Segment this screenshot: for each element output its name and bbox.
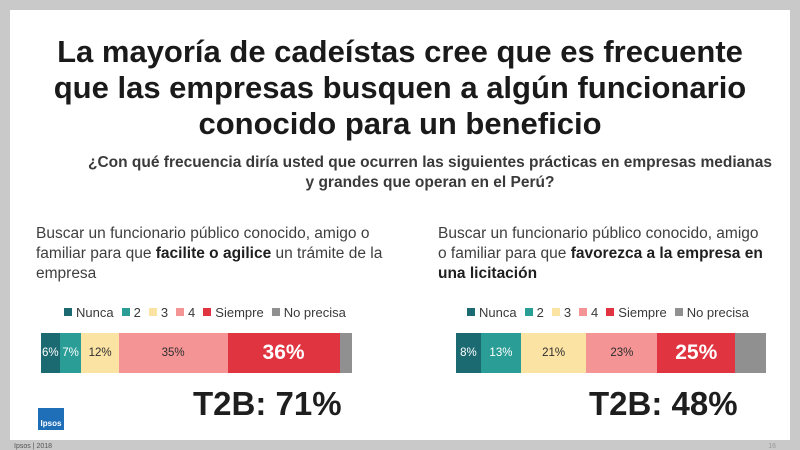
bar-segment xyxy=(734,333,766,373)
legend-swatch xyxy=(606,308,615,316)
legend-swatch xyxy=(524,308,533,316)
bar-segment: 12% xyxy=(81,333,119,373)
legend-right: Nunca 2 3 4 Siempre No precisa xyxy=(467,304,757,320)
bar-segment: 6% xyxy=(41,333,60,373)
legend-item: No precisa xyxy=(271,304,346,320)
legend-item: No precisa xyxy=(674,304,749,320)
legend-swatch xyxy=(203,308,212,316)
subtitle-line-1: ¿Con qué frecuencia diría usted que ocur… xyxy=(88,154,772,171)
legend-item: 4 xyxy=(579,305,598,320)
question-text-part: un trámite de la empresa xyxy=(36,245,383,282)
bar-segment: 8% xyxy=(456,333,481,373)
legend-label: No precisa xyxy=(283,304,346,320)
title-line-1: La mayoría de cadeístas cree que es frec… xyxy=(57,34,743,69)
legend-left: Nunca 2 3 4 Siempre No precisa xyxy=(64,304,354,320)
legend-swatch xyxy=(148,308,157,316)
legend-item: 3 xyxy=(551,304,572,320)
footer-text: Ipsos | 2018 xyxy=(14,443,53,450)
legend-item: Nunca xyxy=(467,305,517,320)
legend-swatch xyxy=(64,308,72,316)
question-left: Buscar un funcionario público conocido, … xyxy=(36,224,386,284)
t2b-right: T2B: 48% xyxy=(589,385,738,422)
bar-segment: 35% xyxy=(118,333,228,373)
title-line-2: que las empresas busquen a algún funcion… xyxy=(53,70,747,105)
question-text-part: favorezca a la empresa en una licitación xyxy=(438,245,763,282)
legend-swatch xyxy=(467,308,475,316)
slide-title: La mayoría de cadeístas cree que es frec… xyxy=(10,34,790,142)
stacked-bar-right: 8% 13% 21% 23% 25% xyxy=(456,333,766,373)
page-number: 16 xyxy=(768,443,776,450)
legend-swatch xyxy=(551,308,560,316)
legend-swatch xyxy=(271,308,280,316)
t2b-left: T2B: 71% xyxy=(193,385,342,422)
legend-label: 3 xyxy=(563,304,572,320)
bar-segment: 13% xyxy=(480,333,522,373)
legend-item: Siempre xyxy=(203,304,264,320)
bar-segment: 21% xyxy=(521,333,587,373)
legend-label: Siempre xyxy=(215,304,264,320)
ipsos-logo: Ipsos xyxy=(38,408,64,430)
bar-segment xyxy=(339,333,352,373)
subtitle-line-2: y grandes que operan en el Perú? xyxy=(305,174,555,191)
legend-label: 4 xyxy=(188,304,196,320)
legend-label: 2 xyxy=(536,304,544,320)
bar-segment: 23% xyxy=(586,333,658,373)
legend-label: Nunca xyxy=(479,304,517,320)
legend-item: Siempre xyxy=(606,304,667,320)
legend-label: Siempre xyxy=(618,304,667,320)
legend-item: 3 xyxy=(148,304,169,320)
bar-segment: 7% xyxy=(59,333,82,373)
legend-label: No precisa xyxy=(686,304,749,320)
legend-item: 2 xyxy=(121,304,141,320)
legend-label: Nunca xyxy=(76,304,114,320)
slide: La mayoría de cadeístas cree que es frec… xyxy=(10,10,790,450)
legend-item: 2 xyxy=(524,304,544,320)
stacked-bar-left: 6% 7% 12% 35% 36% xyxy=(41,333,352,373)
legend-swatch xyxy=(674,308,683,316)
legend-swatch xyxy=(579,308,588,316)
question-right: Buscar un funcionario público conocido, … xyxy=(438,224,768,284)
legend-swatch xyxy=(176,308,185,316)
slide-subtitle: ¿Con qué frecuencia diría usted que ocur… xyxy=(80,153,780,193)
legend-item: 4 xyxy=(176,305,195,320)
question-text-part: Buscar un funcionario público conocido, … xyxy=(36,225,370,262)
legend-label: 3 xyxy=(160,304,169,320)
legend-label: 4 xyxy=(591,304,599,320)
bar-segment: 25% xyxy=(657,333,735,373)
question-text-part: facilite o agilice xyxy=(155,245,272,262)
legend-swatch xyxy=(121,308,130,316)
legend-item: Nunca xyxy=(64,305,114,320)
title-line-3: conocido para un beneficio xyxy=(198,106,602,141)
legend-label: 2 xyxy=(133,304,141,320)
bar-segment: 36% xyxy=(227,333,340,373)
question-text-part: Buscar un funcionario público conocido, … xyxy=(438,225,759,262)
